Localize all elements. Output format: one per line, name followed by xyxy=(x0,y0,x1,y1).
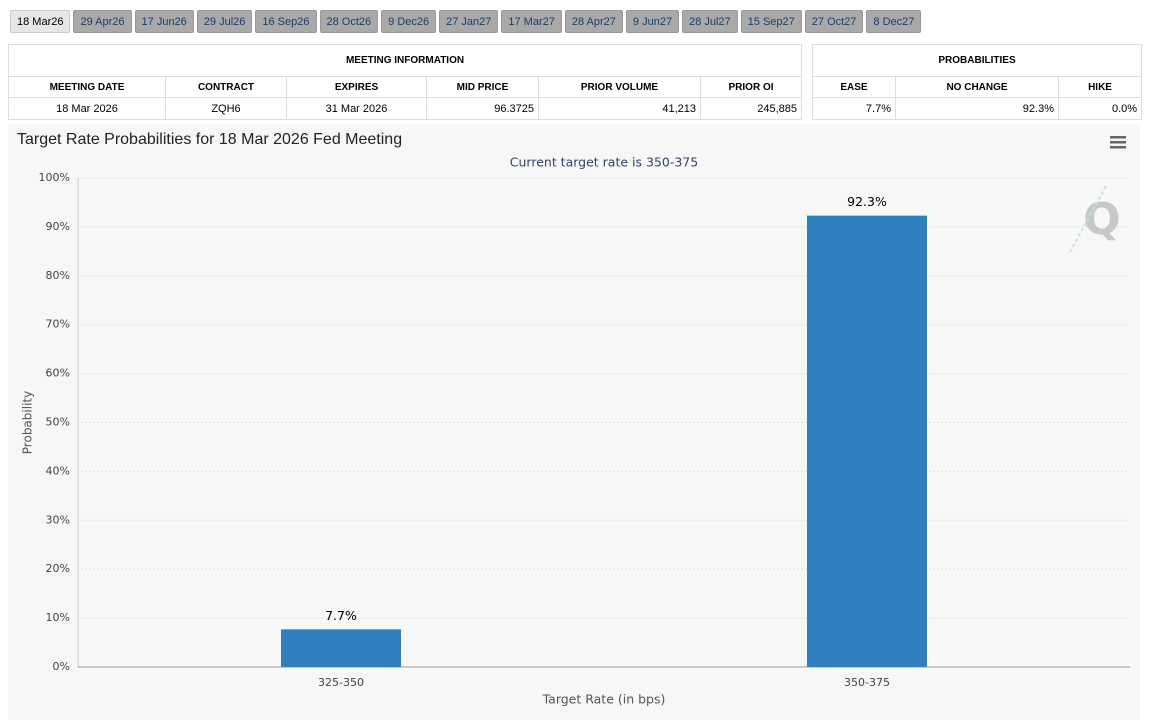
column-header: EASE xyxy=(812,76,896,98)
chart: Q Target Rate Probabilities for 18 Mar 2… xyxy=(8,124,1140,720)
x-tick-label: 325-350 xyxy=(318,676,364,689)
title-row: MEETING INFORMATION xyxy=(7,44,803,77)
cell: 31 Mar 2026 xyxy=(286,97,427,120)
header-row: EASE NO CHANGE HIKE xyxy=(812,76,1143,98)
y-tick-label: 60% xyxy=(46,367,70,380)
menu-button[interactable] xyxy=(1110,136,1126,149)
tab[interactable]: 16 Sep26 xyxy=(255,10,317,33)
tab[interactable]: 28 Apr27 xyxy=(564,10,623,33)
column-header: PRIOR OI xyxy=(699,76,803,98)
cell: 18 Mar 2026 xyxy=(8,97,166,120)
tab[interactable]: 17 Mar27 xyxy=(501,10,562,33)
column-header: MID PRICE xyxy=(426,76,539,98)
y-tick-label: 50% xyxy=(46,416,70,429)
column-header: MEETING DATE xyxy=(8,76,166,98)
cell: 245,885 xyxy=(699,97,803,120)
bar xyxy=(281,629,401,667)
column-header: CONTRACT xyxy=(165,76,287,98)
cell: 92.3% xyxy=(895,97,1059,120)
cell: 96.3725 xyxy=(426,97,539,120)
cell: ZQH6 xyxy=(165,97,287,120)
y-tick-label: 90% xyxy=(46,220,70,233)
tab[interactable]: 28 Oct26 xyxy=(319,10,379,33)
meeting-table: MEETING INFORMATION MEETING DATE CONTRACT E… xyxy=(7,44,803,120)
logo: Q xyxy=(1069,185,1121,253)
table-title: PROBABILITIES xyxy=(811,44,1143,77)
y-tick-label: 30% xyxy=(46,513,70,526)
tab[interactable]: 18 Mar26 xyxy=(10,10,71,33)
x-tick-label: 350-375 xyxy=(844,676,890,689)
chart-title: Target Rate Probabilities for 18 Mar 202… xyxy=(17,131,402,148)
cell: 7.7% xyxy=(812,97,896,120)
column-header: PRIOR VOLUME xyxy=(538,76,701,98)
y-tick-label: 20% xyxy=(46,562,70,575)
tab[interactable]: 27 Jan27 xyxy=(439,10,499,33)
column-header: HIKE xyxy=(1057,76,1143,98)
tab[interactable]: 29 Apr26 xyxy=(73,10,132,33)
tab[interactable]: 28 Jul27 xyxy=(682,10,738,33)
data-label: 7.7% xyxy=(325,608,357,623)
tab-bar: 18 Mar26 29 Apr26 17 Jun26 29 Jul26 16 Sep26… xyxy=(10,10,922,33)
column-header: NO CHANGE xyxy=(895,76,1059,98)
svg-text:Q: Q xyxy=(1083,194,1120,245)
chart-subtitle: Current target rate is 350-375 xyxy=(510,155,698,170)
data-row: 7.7% 92.3% 0.0% xyxy=(812,97,1143,120)
y-axis-title: Probability xyxy=(21,391,35,454)
tab[interactable]: 27 Oct27 xyxy=(804,10,864,33)
probabilities-table: PROBABILITIES EASE NO CHANGE HIKE 7.7% 92.3% 0… xyxy=(811,44,1143,120)
tab[interactable]: 9 Dec26 xyxy=(381,10,437,33)
column-header: EXPIRES xyxy=(286,76,427,98)
tab[interactable]: 15 Sep27 xyxy=(740,10,802,33)
y-tick-label: 40% xyxy=(46,464,70,477)
bar xyxy=(807,215,927,667)
cell: 41,213 xyxy=(538,97,701,120)
data-row: 18 Mar 2026 ZQH6 31 Mar 2026 96.3725 41,213 2… xyxy=(8,97,803,120)
y-tick-label: 10% xyxy=(46,611,70,624)
data-label: 92.3% xyxy=(847,194,887,209)
header-row: MEETING DATE CONTRACT EXPIRES MID PRICE PRIO… xyxy=(8,76,803,98)
y-tick-label: 80% xyxy=(46,269,70,282)
title-row: PROBABILITIES xyxy=(811,44,1143,77)
tab[interactable]: 9 Jun27 xyxy=(625,10,680,33)
x-axis-title: Target Rate (in bps) xyxy=(542,692,666,707)
table-title: MEETING INFORMATION xyxy=(7,44,803,77)
tab[interactable]: 17 Jun26 xyxy=(134,10,194,33)
y-tick-label: 100% xyxy=(39,171,70,184)
cell: 0.0% xyxy=(1057,97,1143,120)
tab[interactable]: 8 Dec27 xyxy=(866,10,922,33)
y-tick-label: 70% xyxy=(46,318,70,331)
y-tick-label: 0% xyxy=(53,660,70,673)
tab[interactable]: 29 Jul26 xyxy=(196,10,253,33)
